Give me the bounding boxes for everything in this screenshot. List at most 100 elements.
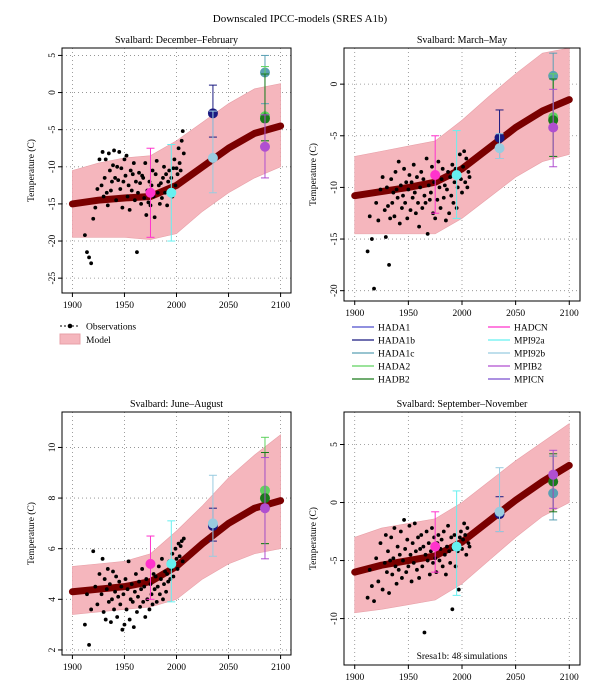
y-tick-label: -15 — [330, 232, 340, 245]
observation-point — [418, 547, 423, 551]
observation-point — [380, 175, 385, 179]
observation-point — [179, 539, 184, 543]
x-tick-label: 1900 — [345, 673, 364, 683]
observation-point — [85, 592, 89, 597]
model-point-mpi92b — [494, 506, 505, 517]
observation-point — [409, 180, 414, 185]
observation-point — [388, 558, 393, 563]
model-point-mpi92a — [166, 187, 177, 198]
y-tick-label: -10 — [330, 181, 340, 194]
observation-point — [436, 533, 441, 537]
observation-point — [118, 602, 123, 607]
observation-point — [130, 172, 135, 177]
observation-point — [390, 572, 395, 577]
observation-point — [177, 554, 182, 559]
x-tick-label: 2000 — [167, 663, 186, 673]
x-tick-label: 2050 — [506, 673, 525, 683]
observation-point — [459, 529, 463, 534]
observation-point — [137, 579, 141, 584]
observation-point — [95, 187, 100, 191]
observation-point — [450, 607, 455, 612]
observation-point — [125, 194, 130, 199]
observation-point — [448, 175, 453, 179]
observation-point — [433, 216, 438, 221]
observation-point — [376, 579, 381, 584]
observation-point — [164, 589, 168, 594]
observation-point — [391, 190, 396, 195]
observation-point — [154, 599, 159, 604]
observation-point — [163, 569, 167, 574]
observation-point — [410, 195, 415, 200]
observation-point — [171, 166, 176, 171]
observation-point — [405, 216, 410, 221]
x-tick-label: 2000 — [453, 673, 472, 683]
observation-point — [167, 168, 172, 173]
observation-point — [424, 529, 429, 534]
observation-point — [417, 224, 421, 229]
panel-1: Svalbard: December–February 1900 1950 2000 2… — [26, 35, 292, 311]
x-tick-label: 2100 — [271, 301, 290, 311]
y-tick-label: -10 — [330, 612, 340, 625]
panel-4: Svalbard: September–November 1900 1950 2000… — [308, 399, 581, 683]
observation-point — [95, 602, 100, 607]
observation-point — [394, 187, 399, 192]
observation-point — [444, 218, 448, 223]
observation-point — [365, 595, 370, 600]
model-point-mpib2 — [259, 503, 270, 514]
figure-title: Downscaled IPCC-models (SRES A1b) — [213, 13, 388, 25]
observation-point — [369, 237, 374, 241]
x-tick-label: 2000 — [453, 309, 472, 319]
observation-point — [401, 558, 405, 563]
y-tick-label: -25 — [48, 272, 58, 285]
observation-point — [110, 597, 114, 602]
observation-point — [374, 556, 379, 561]
observation-point — [135, 610, 139, 614]
observation-point — [89, 607, 94, 612]
observation-point — [102, 176, 107, 180]
observation-point — [372, 599, 376, 604]
observation-point — [163, 190, 167, 195]
observation-point — [457, 152, 462, 157]
x-tick-label: 1950 — [399, 309, 418, 319]
legend-label-mpicn: MPICN — [514, 376, 544, 386]
observation-point — [423, 552, 428, 557]
observation-point — [124, 607, 129, 612]
observation-point — [129, 188, 134, 193]
observation-point — [111, 163, 115, 168]
observation-point — [102, 577, 107, 581]
observation-point — [93, 584, 98, 589]
model-point-hadcn — [430, 541, 441, 552]
observation-point — [181, 151, 186, 156]
observation-point — [141, 176, 146, 180]
observation-point — [460, 190, 464, 195]
observation-point — [446, 170, 450, 174]
x-tick-label: 2050 — [506, 309, 525, 319]
observation-point — [369, 584, 374, 588]
observation-point — [106, 151, 111, 156]
observation-point — [462, 521, 467, 526]
observation-point — [91, 216, 96, 221]
observation-point — [441, 195, 446, 200]
observation-point — [157, 202, 162, 206]
model-point-mpi92a — [451, 541, 462, 552]
observation-point — [439, 177, 444, 182]
observation-point — [397, 552, 402, 557]
observation-point — [445, 187, 449, 192]
observation-point — [91, 549, 96, 554]
observation-point — [87, 642, 91, 647]
y-axis-label: Temperature (C) — [26, 502, 37, 565]
observation-point — [400, 576, 404, 580]
y-tick-label: -20 — [48, 234, 58, 247]
observation-point — [131, 625, 136, 630]
observation-point — [466, 170, 471, 174]
observation-point — [403, 200, 408, 205]
observation-point — [446, 523, 450, 528]
observation-point — [97, 157, 102, 162]
model-point-mpi92a — [451, 170, 462, 181]
observation-point — [83, 622, 87, 627]
observation-point — [389, 177, 394, 182]
observation-point — [174, 556, 179, 561]
observation-point — [101, 194, 106, 199]
observation-point — [448, 560, 453, 565]
